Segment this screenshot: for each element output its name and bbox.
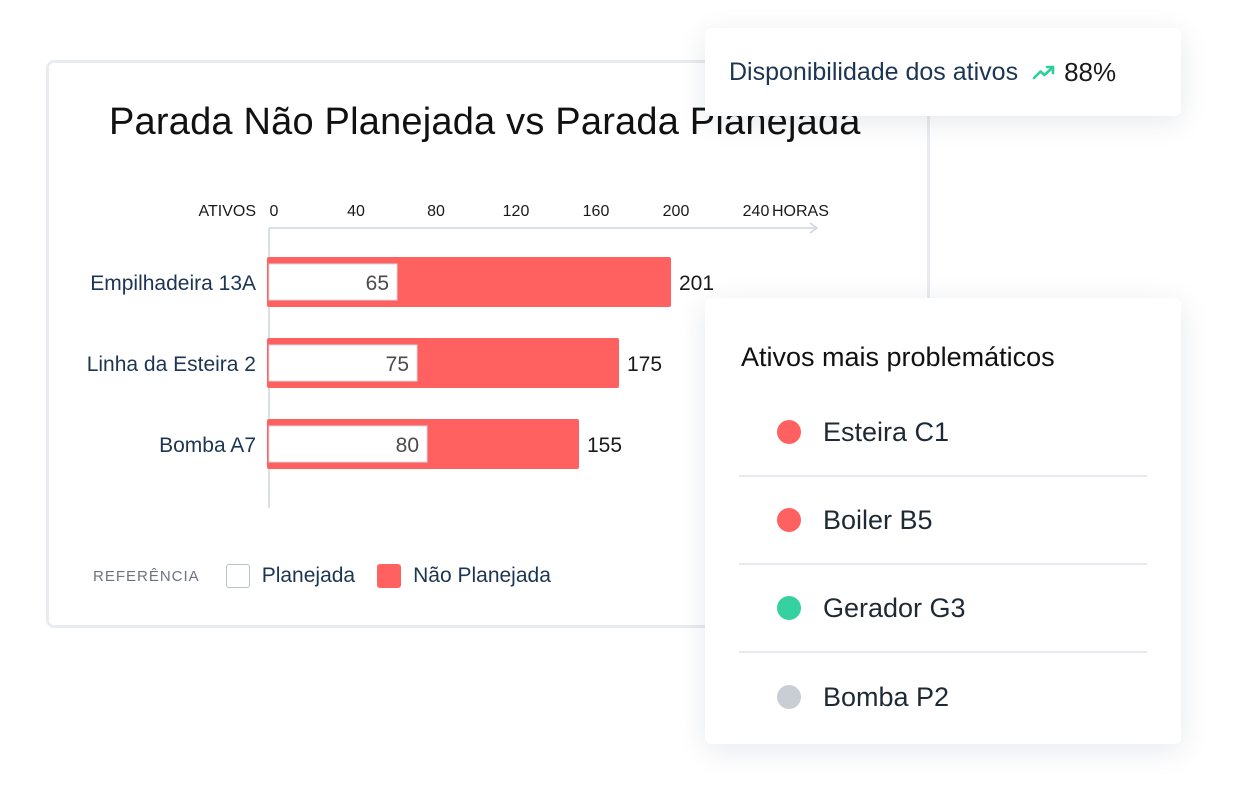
data-label-unplanned: 201: [679, 272, 714, 295]
legend-label-unplanned: Não Planejada: [413, 564, 551, 587]
x-tick-label: 40: [347, 203, 365, 220]
list-item[interactable]: Esteira C1: [739, 389, 1147, 477]
bar-planned: [268, 344, 418, 382]
data-label-unplanned: 175: [627, 353, 662, 376]
trend-up-icon: [1032, 63, 1056, 81]
data-label-planned: 65: [366, 272, 389, 295]
list-item-label: Boiler B5: [823, 504, 933, 535]
x-tick-label: 80: [427, 203, 445, 220]
kpi-value: 88%: [1064, 56, 1117, 87]
data-label-planned: 75: [386, 353, 409, 376]
kpi-label: Disponibilidade dos ativos: [729, 57, 1019, 86]
x-tick-label: 0: [270, 203, 279, 220]
legend-title: REFERÊNCIA: [93, 567, 200, 585]
status-dot-icon: [777, 685, 801, 709]
status-dot-icon: [777, 508, 801, 532]
bar-planned: [268, 425, 428, 463]
problem-assets-card: Ativos mais problemáticos Esteira C1 Boi…: [705, 298, 1181, 744]
x-axis-arrow-icon: [809, 222, 819, 234]
x-axis-label: HORAS: [772, 203, 829, 220]
legend-swatch-unplanned: [377, 564, 402, 588]
list-item-label: Bomba P2: [823, 681, 950, 712]
bar-chart: ATIVOS HORAS 0 40 80 120 160 200 240 Empilhadeira…: [87, 203, 829, 508]
problem-assets-list: Esteira C1 Boiler B5 Gerador G3 Bomba P2: [739, 389, 1147, 741]
data-label-planned: 80: [396, 434, 419, 457]
x-tick-label: 240: [743, 203, 770, 220]
list-item-label: Esteira C1: [823, 416, 950, 447]
status-dot-icon: [777, 596, 801, 620]
status-dot-icon: [777, 420, 801, 444]
y-axis-label: ATIVOS: [199, 203, 257, 220]
legend-label-planned: Planejada: [261, 564, 356, 587]
category-label: Linha da Esteira 2: [87, 353, 256, 376]
chart-legend: REFERÊNCIA Planejada Não Planejada: [93, 561, 573, 591]
x-tick-label: 200: [663, 203, 690, 220]
list-item[interactable]: Gerador G3: [739, 565, 1147, 653]
x-tick-label: 120: [503, 203, 530, 220]
problem-assets-title: Ativos mais problemáticos: [741, 342, 1055, 372]
bar-planned: [268, 263, 398, 301]
list-item-label: Gerador G3: [823, 592, 966, 623]
legend-swatch-planned: [225, 564, 250, 588]
list-item[interactable]: Bomba P2: [739, 653, 1147, 741]
category-label: Empilhadeira 13A: [90, 272, 256, 295]
availability-kpi-card: Disponibilidade dos ativos 88%: [705, 28, 1181, 116]
data-label-unplanned: 155: [587, 434, 622, 457]
x-tick-label: 160: [583, 203, 610, 220]
category-label: Bomba A7: [159, 434, 256, 457]
list-item[interactable]: Boiler B5: [739, 477, 1147, 565]
